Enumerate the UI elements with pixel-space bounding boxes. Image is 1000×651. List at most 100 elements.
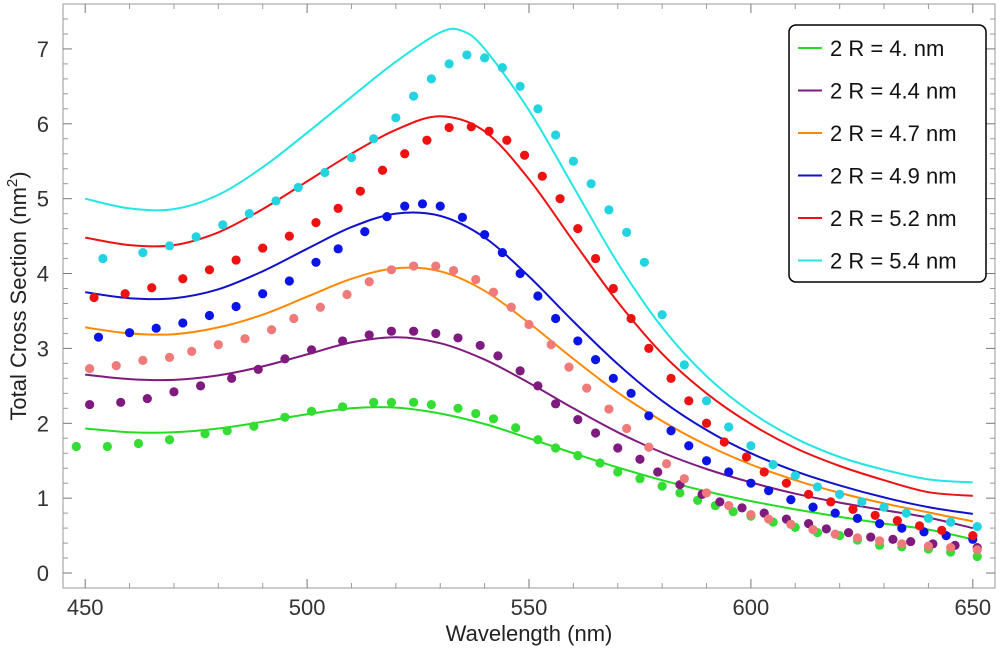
- data-point: [946, 517, 956, 527]
- data-point: [914, 521, 925, 531]
- data-point: [875, 536, 885, 546]
- data-point: [333, 203, 343, 213]
- data-point: [191, 232, 201, 242]
- data-point: [573, 414, 583, 425]
- data-point: [124, 328, 135, 338]
- data-point: [843, 527, 854, 538]
- data-point: [231, 255, 241, 265]
- data-point: [480, 230, 490, 240]
- data-point: [901, 508, 911, 518]
- data-point: [608, 283, 618, 294]
- data-point: [253, 364, 263, 374]
- data-point: [284, 276, 294, 286]
- x-tick-label: 500: [289, 595, 326, 620]
- data-point: [848, 504, 858, 514]
- data-point: [533, 381, 543, 391]
- legend-box: [788, 24, 987, 283]
- data-point: [98, 253, 108, 264]
- data-point: [661, 459, 672, 469]
- data-point: [635, 454, 645, 464]
- data-point: [444, 122, 454, 133]
- data-point: [89, 292, 99, 303]
- data-point: [431, 328, 441, 339]
- data-point: [644, 442, 654, 452]
- data-point: [338, 336, 348, 346]
- data-point: [666, 373, 676, 383]
- data-point: [422, 135, 432, 145]
- legend-label: 2 R = 5.2 nm: [830, 206, 957, 231]
- data-point: [231, 301, 241, 312]
- data-point: [364, 277, 374, 287]
- data-point: [515, 268, 525, 279]
- data-point: [355, 186, 365, 196]
- data-point: [715, 497, 725, 507]
- data-point: [590, 428, 601, 438]
- y-axis-title-main: Total Cross Section (nm: [6, 187, 31, 421]
- data-point: [533, 435, 543, 445]
- data-point: [675, 488, 685, 498]
- data-point: [85, 364, 95, 374]
- data-point: [258, 243, 268, 253]
- data-point: [506, 302, 516, 312]
- data-point: [280, 354, 290, 364]
- legend-item-4-4: 2 R = 4.4 nm: [798, 79, 957, 104]
- data-point: [644, 411, 654, 421]
- data-point: [164, 352, 175, 362]
- data-point: [639, 257, 649, 267]
- data-point: [102, 441, 112, 452]
- data-point: [151, 323, 161, 333]
- legend-label: 2 R = 5.4 nm: [830, 249, 957, 274]
- data-point: [364, 330, 374, 340]
- data-point: [444, 59, 454, 69]
- data-point: [852, 533, 863, 543]
- y-tick-label: 4: [37, 262, 49, 287]
- data-point: [409, 91, 419, 101]
- data-point: [480, 53, 490, 63]
- data-point: [626, 388, 636, 398]
- legend-item-4-0: 2 R = 4. nm: [798, 36, 944, 61]
- data-point: [653, 467, 663, 477]
- y-tick-label: 6: [37, 112, 49, 137]
- data-point: [870, 510, 880, 520]
- data-point: [382, 212, 392, 222]
- data-point: [466, 122, 476, 132]
- data-point: [768, 459, 778, 470]
- data-point: [724, 501, 734, 511]
- data-point: [830, 529, 840, 539]
- data-point: [426, 74, 436, 84]
- data-point: [604, 205, 614, 215]
- data-point: [764, 486, 774, 496]
- data-point: [590, 253, 601, 264]
- data-point: [608, 373, 618, 383]
- data-point: [431, 261, 441, 271]
- data-point: [400, 149, 410, 159]
- data-point: [923, 541, 934, 551]
- data-point: [497, 247, 507, 258]
- data-point: [804, 489, 814, 500]
- data-point: [972, 522, 982, 532]
- data-point: [488, 287, 499, 297]
- data-point: [946, 542, 956, 553]
- legend: 2 R = 4. nm 2 R = 4.4 nm 2 R = 4.7 nm 2 R =…: [788, 24, 987, 283]
- y-axis-title-sup: 2: [4, 179, 21, 187]
- series-4-7: [85, 261, 982, 555]
- data-point: [906, 536, 916, 547]
- data-point: [218, 220, 228, 230]
- data-point: [826, 497, 836, 507]
- data-point: [879, 502, 889, 512]
- data-point: [280, 412, 290, 422]
- data-point: [116, 397, 126, 407]
- legend-label: 2 R = 4.4 nm: [830, 79, 957, 104]
- data-point: [582, 383, 592, 393]
- y-tick-label: 1: [37, 486, 49, 511]
- legend-item-4-9: 2 R = 4.9 nm: [798, 164, 957, 189]
- data-point: [484, 126, 494, 136]
- data-point: [595, 458, 605, 468]
- data-point: [320, 167, 330, 178]
- data-point: [195, 381, 206, 391]
- data-point: [462, 50, 472, 60]
- data-point: [786, 519, 796, 529]
- data-point: [515, 81, 525, 91]
- data-point: [409, 397, 419, 407]
- data-point: [830, 508, 840, 518]
